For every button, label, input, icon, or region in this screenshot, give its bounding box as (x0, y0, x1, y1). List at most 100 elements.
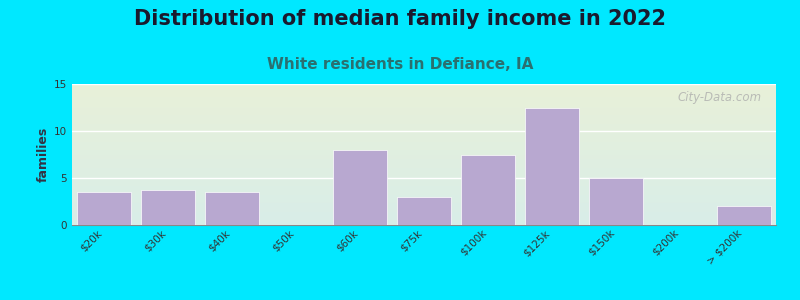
Bar (72, 116, 776, 117)
Bar (72, 188, 776, 189)
Bar (72, 130, 776, 131)
Bar (72, 206, 776, 207)
Bar (72, 131, 776, 132)
Text: Distribution of median family income in 2022: Distribution of median family income in … (134, 9, 666, 29)
Bar (72, 112, 776, 113)
Bar (72, 204, 776, 205)
Bar (72, 219, 776, 220)
Bar (72, 169, 776, 170)
Bar (72, 85, 776, 86)
Bar (72, 140, 776, 141)
Bar (72, 135, 776, 136)
Bar (72, 88, 776, 89)
Bar (72, 102, 776, 103)
Bar (72, 170, 776, 171)
Bar (72, 186, 776, 187)
Bar (72, 172, 776, 173)
Bar (72, 105, 776, 106)
Bar (72, 97, 776, 98)
Bar (72, 120, 776, 121)
Bar (72, 203, 776, 204)
Bar (72, 89, 776, 90)
Bar (72, 167, 776, 168)
Bar (72, 154, 776, 155)
Bar (397, 197, 451, 225)
Bar (72, 142, 776, 143)
Bar (72, 185, 776, 186)
Bar (72, 209, 776, 210)
Bar (72, 210, 776, 211)
Text: White residents in Defiance, IA: White residents in Defiance, IA (267, 57, 533, 72)
Bar (72, 220, 776, 221)
Bar (72, 104, 776, 105)
Bar (72, 176, 776, 177)
Bar (72, 223, 776, 224)
Bar (72, 84, 776, 85)
Bar (72, 164, 776, 165)
Bar (72, 118, 776, 119)
Bar (72, 177, 776, 178)
Bar (77, 192, 131, 225)
Bar (72, 114, 776, 115)
Bar (72, 129, 776, 130)
Bar (72, 149, 776, 150)
Bar (72, 189, 776, 190)
Bar (72, 152, 776, 153)
Bar (72, 125, 776, 126)
Bar (72, 155, 776, 156)
Bar (72, 96, 776, 97)
Bar (72, 194, 776, 195)
Bar (72, 162, 776, 163)
Bar (72, 198, 776, 199)
Bar (72, 182, 776, 183)
Bar (72, 218, 776, 219)
Bar (72, 163, 776, 164)
Bar (72, 86, 776, 87)
Bar (72, 168, 776, 169)
Text: City-Data.com: City-Data.com (678, 91, 762, 104)
Bar (72, 201, 776, 202)
Bar (72, 215, 776, 216)
Bar (72, 127, 776, 128)
Bar (72, 183, 776, 184)
Bar (72, 109, 776, 110)
Bar (72, 173, 776, 174)
Bar (72, 221, 776, 222)
Bar (72, 87, 776, 88)
Bar (72, 217, 776, 218)
Bar (72, 117, 776, 118)
Bar (72, 143, 776, 144)
Bar (72, 205, 776, 206)
Bar (72, 101, 776, 102)
Bar (72, 153, 776, 154)
Bar (72, 92, 776, 93)
Bar (72, 132, 776, 133)
Bar (72, 141, 776, 142)
Bar (72, 110, 776, 111)
Bar (72, 190, 776, 191)
Bar (72, 106, 776, 107)
Bar (72, 195, 776, 196)
Bar (72, 136, 776, 137)
Bar (72, 98, 776, 99)
Bar (72, 224, 776, 225)
Bar (72, 156, 776, 157)
Bar (205, 192, 259, 225)
Bar (72, 196, 776, 197)
Bar (72, 137, 776, 138)
Bar (72, 148, 776, 149)
Bar (72, 202, 776, 203)
Bar (72, 100, 776, 101)
Bar (72, 150, 776, 151)
Y-axis label: families: families (37, 127, 50, 182)
Bar (72, 151, 776, 152)
Bar (72, 122, 776, 123)
Bar (72, 99, 776, 100)
Bar (72, 111, 776, 112)
Bar (333, 150, 387, 225)
Bar (72, 85, 776, 86)
Bar (72, 159, 776, 160)
Bar (72, 133, 776, 134)
Bar (72, 165, 776, 166)
Bar (72, 145, 776, 146)
